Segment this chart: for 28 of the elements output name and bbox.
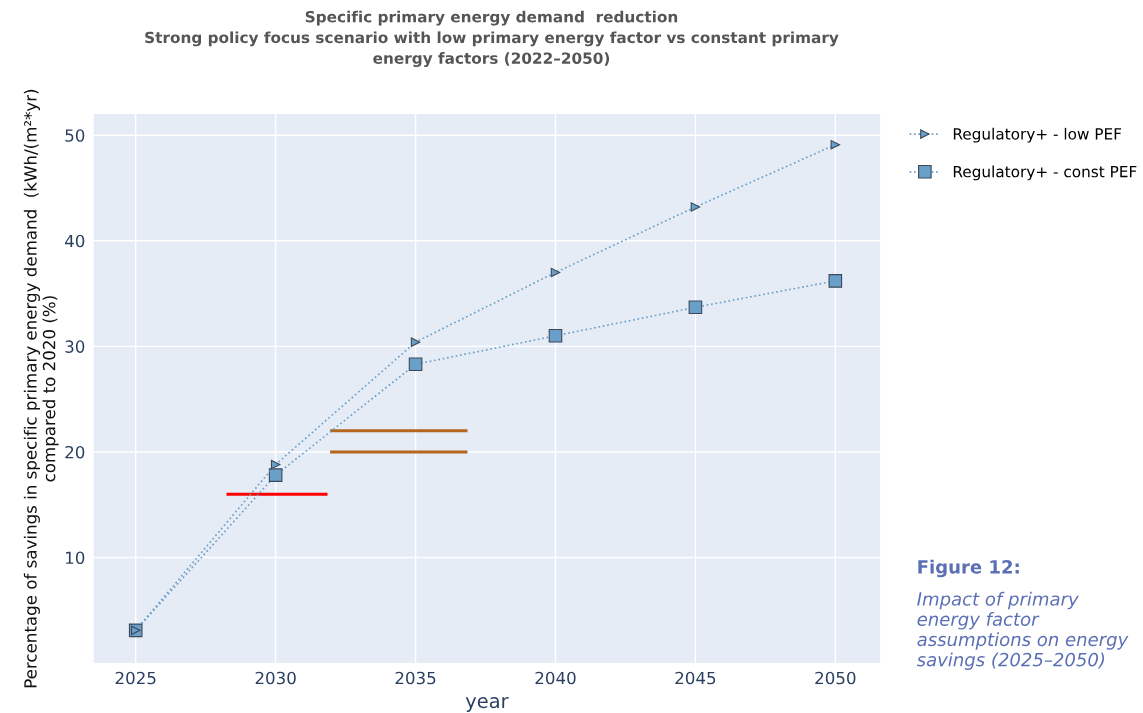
legend-label: Regulatory+ - const PEF — [953, 165, 1137, 181]
y-tick-label: 30 — [65, 340, 85, 353]
x-tick-label: 2025 — [115, 671, 156, 685]
x-tick-label: 2045 — [675, 671, 716, 685]
point — [268, 468, 283, 482]
point — [688, 300, 703, 315]
point — [410, 337, 421, 347]
x-tick-label: 2035 — [395, 671, 436, 685]
text: Impact of primary energy factor assumptions on energy savings (2025–2050) — [916, 591, 1129, 670]
point — [830, 139, 841, 150]
point — [408, 357, 423, 372]
point — [550, 267, 561, 278]
y-tick-label: 20 — [65, 445, 85, 459]
legend-label: Regulatory+ - low PEF — [953, 127, 1122, 143]
y-axis-title: Percentage of savings in specific primary energy demand (kWh/(m²*yr) compared to 2020 (%) — [23, 89, 59, 688]
x-tick-label: 2040 — [535, 671, 576, 685]
x-tick-label: 2050 — [815, 671, 856, 685]
chart-title: Specific primary energy demand reduction Strong policy focus scenario with low primary energy factor vs constant primary energy factors (2022–2050) — [145, 10, 839, 68]
y-tick-label: 50 — [65, 129, 85, 142]
caption: Figure 12: — [918, 559, 1019, 578]
point — [828, 274, 843, 288]
point — [548, 328, 563, 343]
x-axis-title: year — [465, 696, 509, 712]
y-tick-label: 10 — [66, 551, 85, 565]
x-tick-label: 2030 — [255, 671, 296, 685]
y-tick-label: 40 — [65, 234, 85, 248]
point — [690, 202, 701, 212]
point — [270, 459, 281, 470]
